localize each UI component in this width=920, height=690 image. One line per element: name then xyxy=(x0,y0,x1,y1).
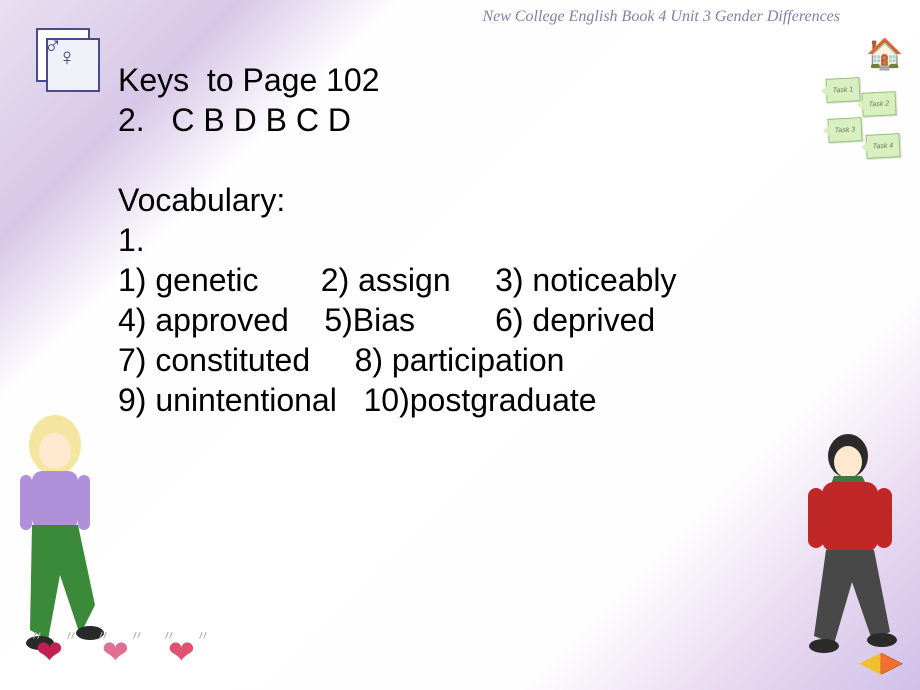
cartoon-figure-right xyxy=(770,422,910,672)
arm-r xyxy=(876,488,892,548)
shoe-l xyxy=(809,639,839,653)
content-line: 2. C B D B C D xyxy=(118,100,838,140)
legs xyxy=(30,525,95,640)
jacket xyxy=(822,482,878,552)
arm-r xyxy=(78,475,90,530)
face xyxy=(39,433,71,469)
content-line: 1) genetic 2) assign 3) noticeably xyxy=(118,260,838,300)
heart-icon: 〃〃❤ xyxy=(168,636,204,672)
heart-icon: 〃〃❤ xyxy=(36,636,72,672)
shoe-r xyxy=(867,633,897,647)
content-line: 4) approved 5)Bias 6) deprived xyxy=(118,300,838,340)
slide-content: Keys to Page 1022. C B D B C D Vocabular… xyxy=(118,60,838,420)
content-line xyxy=(118,140,838,180)
arm-l xyxy=(808,488,824,548)
content-line: Keys to Page 102 xyxy=(118,60,838,100)
content-line: 9) unintentional 10)postgraduate xyxy=(118,380,838,420)
heart-icon: 〃〃❤ xyxy=(102,636,138,672)
torso xyxy=(32,471,78,529)
slide-nav: ◀ ▶ xyxy=(859,648,902,676)
header-breadcrumb: New College English Book 4 Unit 3 Gender… xyxy=(482,8,840,26)
heart-decorations: 〃〃❤ 〃〃❤ 〃〃❤ xyxy=(36,636,204,672)
arm-l xyxy=(20,475,32,530)
face xyxy=(834,446,862,478)
content-line: 1. xyxy=(118,220,838,260)
content-line: Vocabulary: xyxy=(118,180,838,220)
content-line: 7) constituted 8) participation xyxy=(118,340,838,380)
task-link[interactable]: Task 4 xyxy=(865,133,900,159)
next-slide-arrow-icon[interactable]: ▶ xyxy=(880,648,902,676)
gender-symbols-icon: ♂ ♀ xyxy=(36,28,100,92)
prev-slide-arrow-icon[interactable]: ◀ xyxy=(859,648,881,676)
home-icon[interactable]: 🏠 xyxy=(866,40,902,76)
task-link[interactable]: Task 2 xyxy=(861,91,896,117)
legs xyxy=(814,550,890,644)
female-symbol-icon: ♀ xyxy=(58,44,76,72)
